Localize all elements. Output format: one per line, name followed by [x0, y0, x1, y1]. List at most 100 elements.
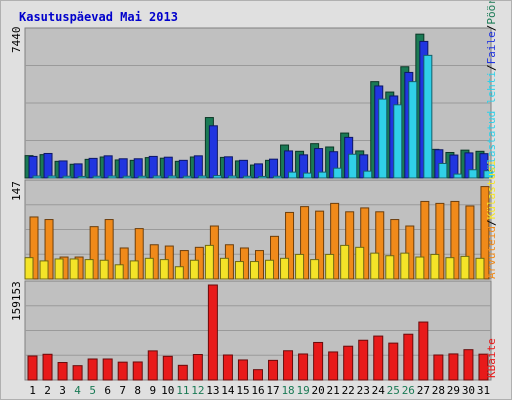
bar-arvuteid-day-6	[99, 259, 109, 280]
chart-title: Kasutuspäevad Mai 2013	[19, 10, 178, 24]
bar-k-lastusi-day-20	[315, 210, 325, 280]
legend-separator: /	[485, 64, 498, 71]
bar-kbaite-day-27	[418, 321, 429, 381]
x-tick-label-17: 17	[266, 384, 279, 397]
bar-kbaite-day-19	[298, 353, 309, 381]
bar-faile-day-12	[193, 155, 203, 179]
x-tick-label-26: 26	[402, 384, 415, 397]
bar-k-lastatud-lehti-day-27	[423, 54, 433, 179]
bar-k-lastusi-day-5	[89, 226, 99, 280]
bar-faile-day-17	[269, 158, 279, 179]
bar-kbaite-day-23	[358, 339, 369, 381]
bar-k-lastusi-day-26	[405, 225, 415, 280]
bar-k-lastatud-lehti-day-24	[378, 98, 388, 179]
bar-k-lastusi-day-24	[375, 211, 385, 280]
x-tick-label-2: 2	[44, 384, 51, 397]
bar-k-lastusi-day-6	[104, 219, 114, 280]
bar-k-lastatud-lehti-day-12	[197, 175, 207, 179]
bar-kbaite-day-31	[478, 353, 489, 381]
x-tick-label-13: 13	[206, 384, 219, 397]
bar-arvuteid-day-27	[415, 256, 425, 280]
legend-separator: /	[485, 219, 498, 226]
bar-faile-day-4	[73, 163, 83, 179]
bar-k-lastatud-lehti-day-16	[257, 175, 267, 179]
bar-k-lastatud-lehti-day-20	[318, 171, 328, 179]
x-tick-label-25: 25	[387, 384, 400, 397]
bar-k-lastusi-day-7	[119, 247, 129, 280]
bar-k-lastatud-lehti-day-22	[348, 153, 358, 179]
x-tick-label-28: 28	[432, 384, 445, 397]
bar-arvuteid-day-23	[355, 246, 365, 280]
panel-middle-max-label: 147	[10, 181, 23, 201]
bar-faile-day-3	[58, 160, 68, 179]
bar-arvuteid-day-15	[234, 261, 244, 280]
x-tick-label-15: 15	[236, 384, 249, 397]
x-tick-label-5: 5	[89, 384, 96, 397]
bar-k-lastatud-lehti-day-21	[333, 167, 343, 179]
x-tick-label-3: 3	[59, 384, 66, 397]
bar-arvuteid-day-5	[84, 259, 94, 280]
bar-kbaite-day-15	[237, 359, 248, 381]
bar-kbaite-day-14	[222, 354, 233, 381]
x-tick-label-1: 1	[29, 384, 36, 397]
x-tick-label-30: 30	[462, 384, 475, 397]
panel-top-max-label: 7440	[10, 27, 23, 54]
bar-faile-day-5	[88, 157, 98, 179]
x-tick-label-20: 20	[312, 384, 325, 397]
bar-kbaite-day-3	[57, 362, 68, 381]
bar-arvuteid-day-1	[24, 257, 34, 280]
bar-faile-day-10	[163, 156, 173, 179]
x-tick-label-11: 11	[176, 384, 189, 397]
bar-arvuteid-day-17	[265, 259, 275, 280]
x-tick-label-23: 23	[357, 384, 370, 397]
bar-k-lastatud-lehti-day-15	[242, 175, 252, 179]
bar-kbaite-day-7	[117, 361, 128, 381]
bar-k-lastatud-lehti-day-8	[137, 175, 147, 179]
x-tick-label-12: 12	[191, 384, 204, 397]
bar-kbaite-day-16	[252, 369, 263, 381]
bar-arvuteid-day-18	[280, 257, 290, 280]
bar-kbaite-day-25	[388, 342, 399, 381]
bar-kbaite-day-21	[328, 351, 339, 381]
bar-kbaite-day-1	[27, 355, 38, 381]
bar-faile-day-11	[178, 159, 188, 179]
x-tick-label-10: 10	[161, 384, 174, 397]
x-tick-label-6: 6	[104, 384, 111, 397]
bar-k-lastatud-lehti-day-5	[92, 175, 102, 179]
bar-arvuteid-day-30	[460, 255, 470, 280]
bar-k-lastusi-day-28	[435, 202, 445, 280]
bar-arvuteid-day-8	[129, 260, 139, 280]
bar-k-lastatud-lehti-day-10	[167, 175, 177, 179]
bar-k-lastusi-day-1	[29, 216, 39, 280]
bar-faile-day-1	[28, 155, 38, 179]
bar-k-lastatud-lehti-day-19	[303, 172, 313, 179]
bar-faile-day-13	[208, 125, 218, 179]
bar-kbaite-day-29	[448, 353, 459, 381]
bar-k-lastatud-lehti-day-26	[408, 81, 418, 179]
bar-arvuteid-day-10	[159, 259, 169, 280]
bar-arvuteid-day-26	[400, 252, 410, 280]
bar-k-lastusi-day-11	[179, 250, 189, 280]
bar-k-lastatud-lehti-day-7	[122, 175, 132, 179]
bar-arvuteid-day-25	[385, 255, 395, 280]
bar-faile-day-15	[238, 159, 248, 179]
legend-top-panel: Külastatud lehti/Faile/Pöördumisi	[485, 1, 498, 177]
bar-faile-day-14	[223, 156, 233, 179]
bar-k-lastatud-lehti-day-6	[107, 175, 117, 179]
bar-k-lastatud-lehti-day-9	[152, 175, 162, 179]
bar-k-lastatud-lehti-day-25	[393, 104, 403, 179]
x-tick-label-16: 16	[251, 384, 264, 397]
bar-kbaite-day-5	[87, 358, 98, 381]
bar-arvuteid-day-28	[430, 253, 440, 280]
bar-arvuteid-day-31	[475, 257, 485, 280]
bar-kbaite-day-4	[72, 365, 83, 381]
bar-kbaite-day-24	[373, 335, 384, 381]
x-tick-label-4: 4	[74, 384, 81, 397]
bar-arvuteid-day-2	[39, 260, 49, 280]
legend-entry: Faile	[485, 31, 498, 64]
bar-k-lastatud-lehti-day-1	[32, 175, 42, 179]
x-tick-label-8: 8	[134, 384, 141, 397]
bar-arvuteid-day-20	[310, 259, 320, 280]
